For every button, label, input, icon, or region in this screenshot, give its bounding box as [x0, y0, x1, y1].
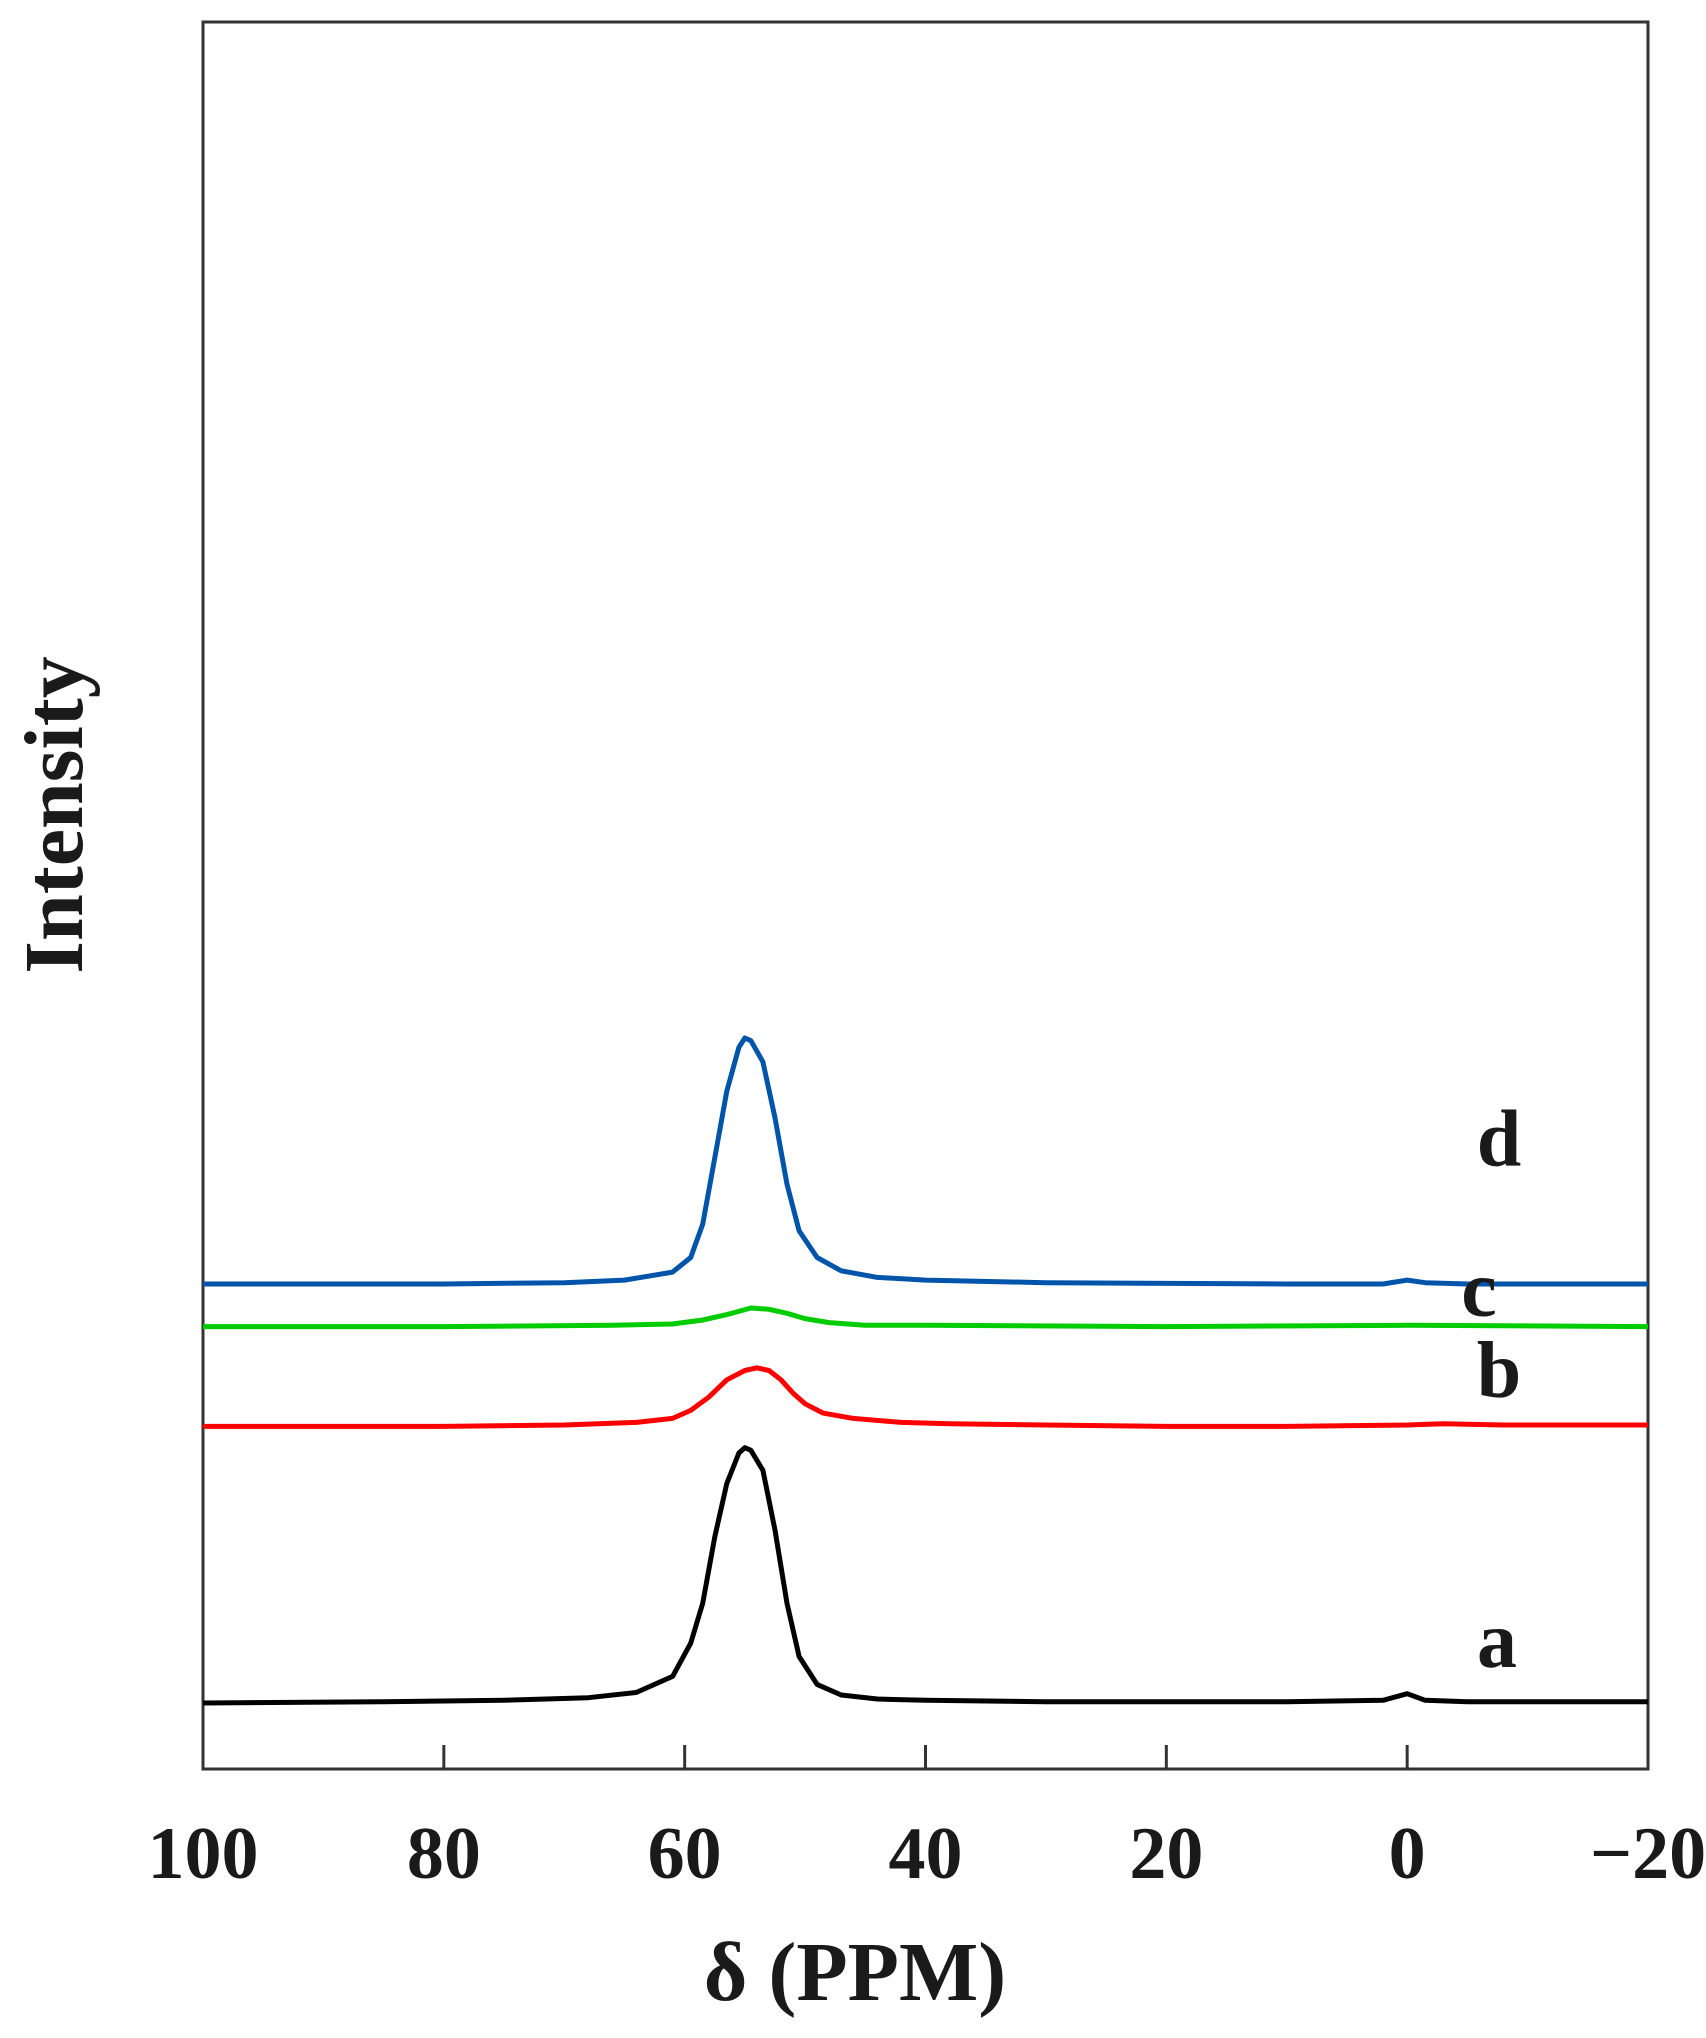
series-line-c	[203, 1308, 1648, 1327]
x-tick-label: 0	[1389, 1813, 1426, 1895]
x-tick-label: 20	[1129, 1813, 1203, 1895]
series-line-a	[203, 1448, 1648, 1703]
series-layer	[203, 1038, 1648, 1703]
series-line-b	[203, 1368, 1648, 1427]
x-tick-label: 40	[889, 1813, 963, 1895]
series-label-a: a	[1477, 1597, 1517, 1685]
plot-frame	[203, 22, 1648, 1769]
series-label-b: b	[1477, 1327, 1522, 1415]
x-tick-label: −20	[1590, 1813, 1706, 1895]
series-labels: a bcd	[1461, 1096, 1521, 1685]
series-label-d: d	[1477, 1096, 1522, 1184]
series-line-d	[203, 1038, 1648, 1284]
x-axis-label: δ (PPM)	[704, 1926, 1006, 2019]
x-tick-label: 60	[648, 1813, 722, 1895]
x-tick-label: 80	[407, 1813, 481, 1895]
x-tick-label: 100	[148, 1813, 259, 1895]
y-axis-label: Intensity	[8, 656, 101, 973]
series-label-c: c	[1461, 1246, 1497, 1334]
